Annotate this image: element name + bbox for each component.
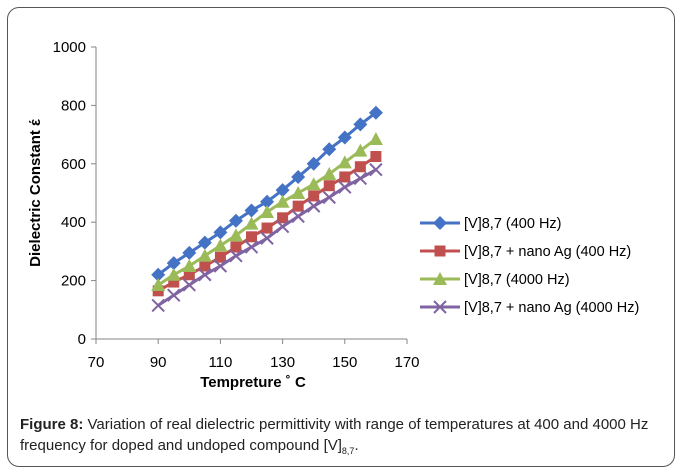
data-point [306,156,321,171]
data-point [291,169,306,184]
data-point [291,209,305,224]
caption-end: . [354,437,359,454]
data-point [368,131,383,145]
x-tick-label: 170 [394,354,419,371]
data-point [182,259,197,272]
y-axis-title: Dielectric Constant έ [27,119,44,267]
data-point [151,267,166,282]
data-point [198,268,212,282]
data-point [197,235,212,250]
x-axis-title: Tempreture ˚ C [200,374,306,391]
data-point [322,142,337,157]
data-point [244,203,259,218]
y-tick-label: 600 [61,156,86,173]
data-point [228,213,243,228]
data-point [197,248,212,262]
data-point [291,186,306,199]
caption-text: Variation of real dielectric permittivit… [20,416,649,454]
data-point [260,194,275,209]
line-chart: 0 200 400 600 800 1000 70 90 110 130 150 170 Tempret… [27,39,639,391]
data-point [368,105,383,120]
data-point [182,278,197,292]
data-point [230,241,242,253]
data-point [246,231,257,243]
y-tick-label: 400 [61,214,86,231]
y-tick-label: 200 [61,273,86,290]
legend-marker [433,300,447,314]
data-point [292,200,304,212]
data-point [260,231,274,245]
data-point [306,177,321,191]
data-point [275,194,290,208]
data-point [369,162,383,177]
data-point [229,249,243,263]
data-point [338,180,352,194]
data-point [337,130,352,145]
data-point [213,238,228,252]
legend-label: [V]8,7 + nano Ag (400 Hz) [464,244,631,260]
data-point [244,216,259,230]
y-tick-label: 0 [78,331,86,348]
data-point [354,161,366,173]
x-tick-label: 70 [88,354,105,371]
data-point [228,228,243,242]
data-point [213,225,228,240]
data-point [306,199,321,213]
data-point [199,260,211,272]
data-point [322,167,337,181]
caption-subscript: 8,7 [341,446,355,456]
caption-label: Figure 8: [20,416,84,433]
data-point [275,183,290,198]
data-point [168,276,180,288]
data-point [260,204,275,218]
y-tick-label: 800 [61,97,86,114]
legend-label: [V]8,7 + nano Ag (4000 Hz) [464,300,639,316]
figure-caption: Figure 8: Variation of real dielectric p… [20,414,670,462]
data-point [213,259,228,273]
legend-label: [V]8,7 (400 Hz) [464,216,562,232]
data-point [275,219,290,234]
x-tick-label: 130 [270,354,295,371]
data-point [151,298,165,313]
data-point [353,171,368,186]
y-tick-label: 1000 [53,39,86,56]
data-point [323,180,335,192]
x-tick-label: 150 [332,354,357,371]
data-point [322,190,336,205]
data-point [277,212,289,224]
data-point [339,171,351,183]
data-point [214,251,226,263]
data-point [183,269,195,281]
legend-marker [433,216,447,230]
data-point [370,151,382,162]
data-point [308,190,320,202]
legend-marker [434,245,446,257]
data-point [182,245,197,260]
x-tick-label: 90 [150,354,167,371]
data-point [166,256,181,271]
figure-frame [7,7,675,467]
data-point [244,240,259,254]
data-point [337,155,352,169]
legend-label: [V]8,7 (4000 Hz) [464,272,570,288]
data-point [167,288,181,302]
data-point [151,277,166,291]
data-point [353,117,368,132]
data-point [261,222,273,234]
data-point [353,143,368,157]
data-point [166,267,181,281]
x-tick-label: 110 [208,354,232,371]
legend-marker [433,272,447,285]
